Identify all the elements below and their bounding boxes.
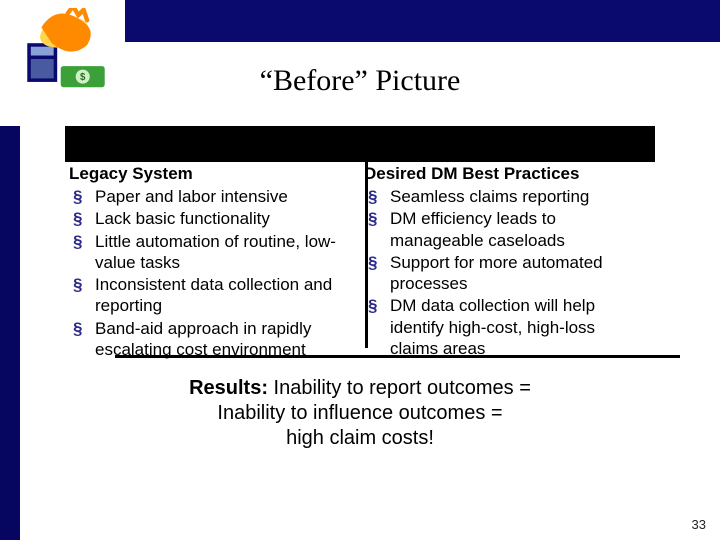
list-item: DM data collection will help identify hi…: [368, 295, 647, 359]
list-item: Paper and labor intensive: [73, 186, 352, 207]
list-item: Little automation of routine, low-value …: [73, 231, 352, 274]
results-line-3: high claim costs!: [286, 427, 434, 449]
two-column-content: Legacy System Paper and labor intensive …: [65, 162, 655, 365]
black-band: [65, 126, 655, 162]
left-column: Legacy System Paper and labor intensive …: [65, 162, 360, 365]
column-divider: [365, 158, 368, 348]
header-bar: [125, 0, 720, 42]
page-number: 33: [692, 517, 706, 532]
right-column: Desired DM Best Practices Seamless claim…: [360, 162, 655, 365]
results-block: Results: Inability to report outcomes = …: [0, 376, 720, 451]
results-label: Results:: [189, 377, 268, 399]
results-line-1: Inability to report outcomes =: [268, 377, 531, 399]
results-line-2: Inability to influence outcomes =: [217, 402, 502, 424]
right-column-heading: Desired DM Best Practices: [364, 164, 647, 184]
left-bullet-list: Paper and labor intensive Lack basic fun…: [69, 186, 352, 360]
side-vertical-bar: [0, 126, 20, 540]
left-column-heading: Legacy System: [69, 164, 352, 184]
slide-title: “Before” Picture: [0, 64, 720, 98]
list-item: Band-aid approach in rapidly escalating …: [73, 318, 352, 361]
list-item: Support for more automated processes: [368, 252, 647, 295]
list-item: Inconsistent data collection and reporti…: [73, 274, 352, 317]
list-item: Lack basic functionality: [73, 208, 352, 229]
horizontal-rule: [115, 355, 680, 358]
right-bullet-list: Seamless claims reporting DM efficiency …: [364, 186, 647, 359]
list-item: DM efficiency leads to manageable caselo…: [368, 208, 647, 251]
list-item: Seamless claims reporting: [368, 186, 647, 207]
